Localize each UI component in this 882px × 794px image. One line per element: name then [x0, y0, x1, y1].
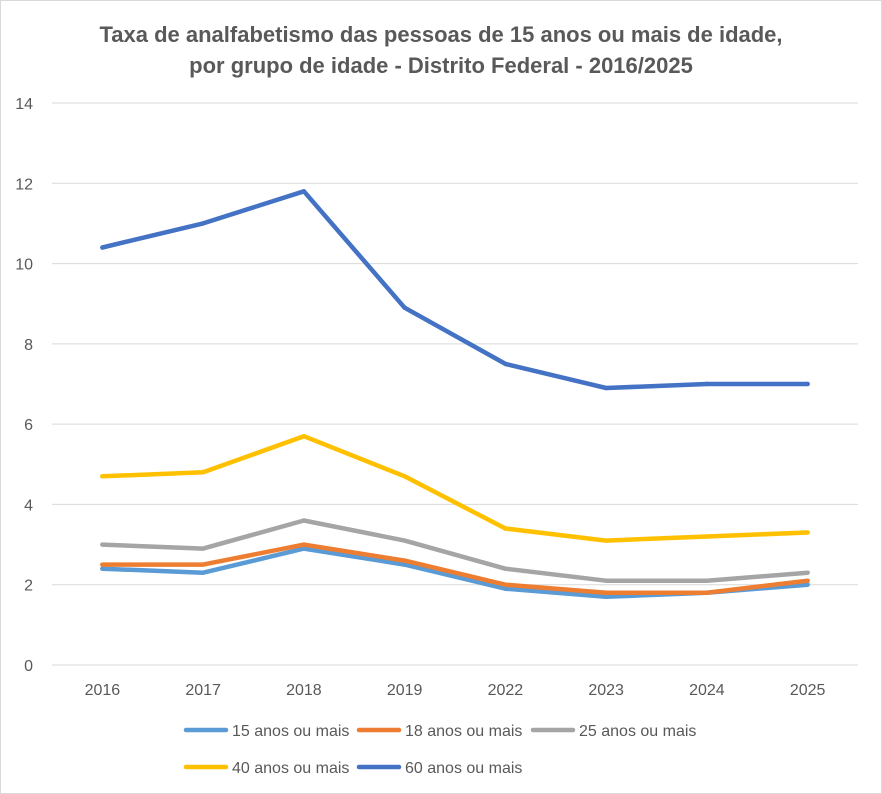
data-point [402, 562, 407, 567]
gridlines [52, 102, 858, 666]
legend-label: 18 anos ou mais [405, 723, 522, 740]
data-point [200, 470, 206, 475]
legend-label: 60 anos ou mais [405, 760, 522, 777]
series-line-4 [100, 189, 810, 391]
data-point [301, 189, 307, 194]
y-tick-label: 2 [24, 578, 33, 595]
data-point [200, 221, 206, 226]
data-point [402, 538, 407, 543]
data-point [805, 530, 810, 535]
y-tick-label: 8 [24, 337, 33, 354]
x-tick-label: 2025 [790, 682, 826, 699]
legend-label: 40 anos ou mais [232, 760, 349, 777]
data-point [805, 570, 810, 575]
y-tick-label: 4 [24, 497, 33, 514]
y-tick-label: 14 [15, 96, 33, 113]
legend-label: 15 anos ou mais [232, 723, 349, 740]
series-lines [100, 189, 810, 600]
data-point [301, 546, 307, 551]
x-tick-label: 2018 [286, 682, 322, 699]
data-point [503, 361, 508, 367]
y-tick-label: 0 [24, 658, 33, 675]
data-point [805, 381, 810, 387]
data-point [301, 518, 307, 523]
series-line-1 [100, 542, 810, 595]
y-tick-label: 12 [15, 176, 33, 193]
series-line-2 [100, 518, 810, 583]
data-point [704, 578, 710, 583]
data-point [503, 566, 508, 571]
data-point [503, 526, 508, 531]
data-point [100, 542, 105, 547]
x-tick-label: 2016 [85, 682, 121, 699]
data-point [603, 385, 609, 391]
data-point [200, 562, 206, 567]
x-axis-ticks: 2016 2017 2018 2019 2022 2023 2024 2025 [85, 682, 826, 699]
y-axis-ticks: 0 2 4 6 8 10 12 14 [15, 96, 33, 675]
data-point [603, 594, 609, 599]
legend-label: 25 anos ou mais [579, 723, 696, 740]
data-point [503, 586, 508, 591]
data-point [200, 570, 206, 575]
series-line-3 [100, 433, 810, 543]
data-point [200, 546, 206, 551]
data-point [402, 558, 407, 563]
data-point [100, 566, 105, 571]
data-point [100, 562, 105, 567]
y-tick-label: 6 [24, 417, 33, 434]
data-point [805, 578, 810, 583]
data-point [704, 590, 710, 595]
data-point [704, 534, 710, 539]
data-point [100, 245, 105, 250]
x-tick-label: 2024 [689, 682, 725, 699]
x-tick-label: 2017 [185, 682, 221, 699]
data-point [805, 582, 810, 587]
data-point [100, 474, 105, 479]
data-point [503, 582, 508, 587]
x-tick-label: 2022 [488, 682, 524, 699]
data-point [704, 381, 710, 387]
data-point [402, 305, 407, 310]
y-tick-label: 10 [15, 257, 33, 274]
data-point [301, 542, 307, 547]
data-point [603, 590, 609, 595]
chart-title: Taxa de analfabetismo das pessoas de 15 … [99, 22, 782, 47]
data-point [402, 474, 407, 479]
x-tick-label: 2023 [588, 682, 624, 699]
data-point [301, 433, 307, 439]
x-tick-label: 2019 [387, 682, 423, 699]
data-point [603, 578, 609, 583]
chart-subtitle: por grupo de idade - Distrito Federal - … [189, 53, 693, 78]
legend: 15 anos ou mais 18 anos ou mais 25 anos ou… [183, 723, 696, 777]
data-point [603, 538, 609, 543]
